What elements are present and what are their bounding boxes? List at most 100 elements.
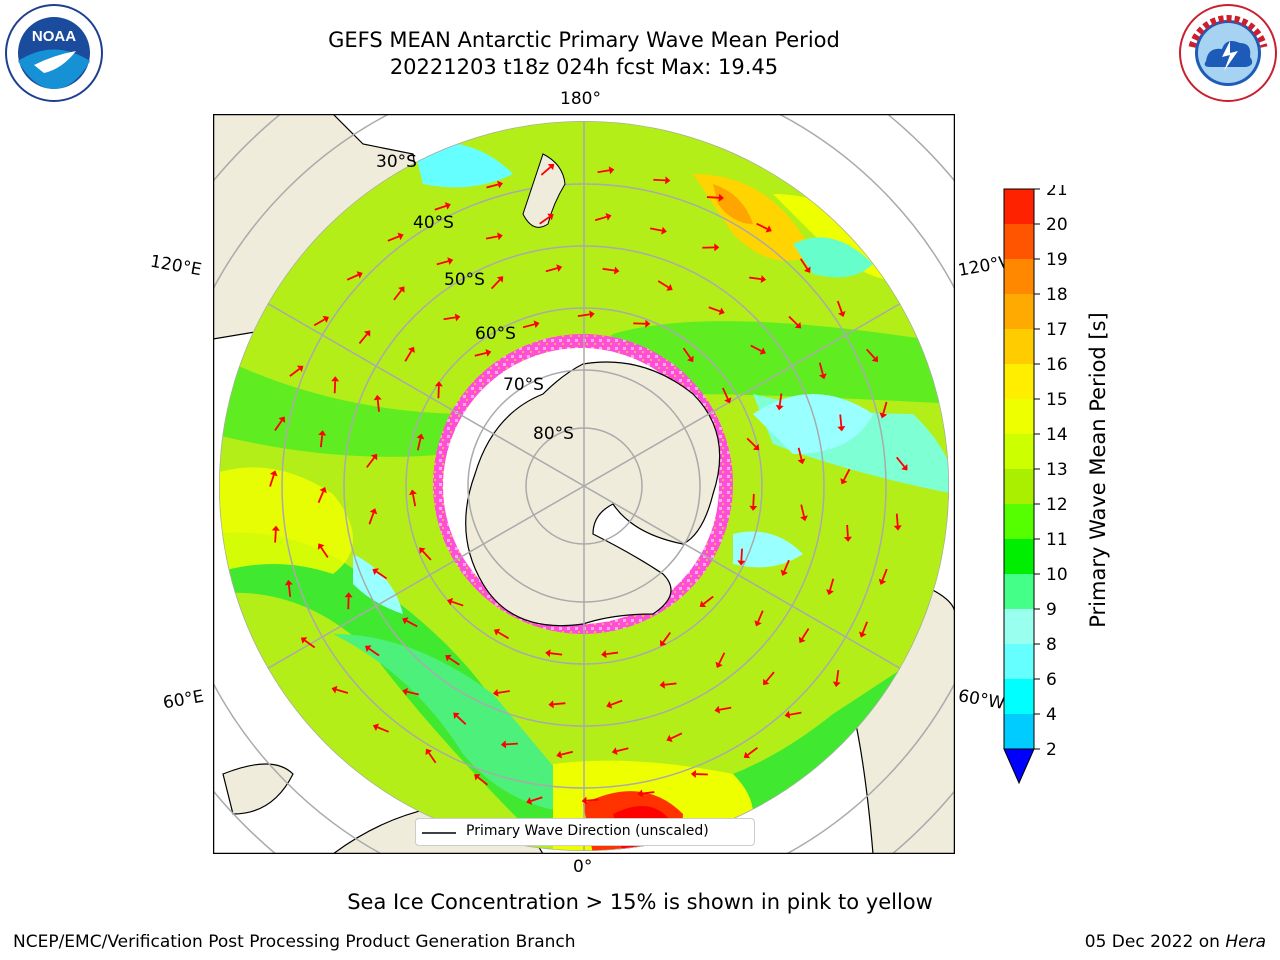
wave-arrow-head xyxy=(296,365,304,373)
wave-arrow xyxy=(881,568,888,581)
wave-arrow-head xyxy=(317,543,325,550)
wave-arrow xyxy=(757,610,764,623)
wave-arrow xyxy=(610,699,623,706)
colorbar-tick-label: 20 xyxy=(1046,215,1068,235)
wave-arrow-head xyxy=(589,310,595,319)
wave-arrow-head xyxy=(871,355,879,362)
wave-arrow xyxy=(718,652,726,664)
wave-arrow-head xyxy=(372,723,380,731)
wave-arrow-head xyxy=(474,774,481,781)
wave-arrow xyxy=(789,711,802,716)
wave-arrow-head xyxy=(687,355,694,363)
wave-arrow-head xyxy=(718,193,724,202)
wave-arrow-head xyxy=(372,568,379,576)
wave-arrow xyxy=(722,387,729,400)
wave-arrow xyxy=(412,494,417,507)
legend-label: Primary Wave Direction (unscaled) xyxy=(466,823,709,839)
wave-arrow-head xyxy=(659,680,665,689)
wave-arrow xyxy=(404,350,413,362)
wave-arrow-head xyxy=(661,226,667,235)
wave-arrow xyxy=(706,196,719,199)
wave-arrow xyxy=(586,798,599,802)
wave-arrow-head xyxy=(714,705,721,714)
wave-arrow-head xyxy=(760,275,767,284)
wave-arrow xyxy=(553,702,566,706)
wave-arrow-head xyxy=(715,661,723,669)
colorbar-segment xyxy=(1004,539,1034,574)
wave-arrow xyxy=(320,547,329,558)
wave-arrow-head xyxy=(526,797,533,805)
wave-arrow xyxy=(406,690,419,696)
wave-arrow xyxy=(664,682,677,686)
wave-arrow-head xyxy=(714,243,720,252)
wave-arrow-head xyxy=(547,163,555,171)
wave-arrow xyxy=(443,316,456,321)
wave-arrow xyxy=(800,504,805,517)
colorbar-segment xyxy=(1004,609,1034,644)
wave-arrow-head xyxy=(398,286,405,293)
producer-credit: NCEP/EMC/Verification Post Processing Pr… xyxy=(13,932,576,952)
wave-arrow-head xyxy=(611,747,618,756)
wave-arrow-head xyxy=(269,470,278,477)
wave-arrow-head xyxy=(606,701,613,709)
wave-arrow xyxy=(485,235,499,240)
colorbar-segment xyxy=(1004,329,1034,364)
plot-title: GEFS MEAN Antarctic Primary Wave Mean Pe… xyxy=(328,28,840,52)
wave-arrow xyxy=(895,513,899,526)
wave-arrow xyxy=(650,227,663,232)
wave-arrow xyxy=(421,550,432,561)
wave-arrow-head xyxy=(445,654,452,662)
wave-direction-arrows xyxy=(269,163,908,805)
wave-arrow-head xyxy=(434,381,443,387)
wave-arrow xyxy=(560,750,574,756)
colorbar-label: Primary Wave Mean Period [s] xyxy=(1086,312,1110,628)
wave-arrow xyxy=(657,280,669,289)
wave-arrow xyxy=(368,512,375,525)
wave-arrow-head xyxy=(837,426,846,432)
colorbar-tick-label: 17 xyxy=(1046,320,1068,340)
wave-arrow-head xyxy=(369,508,378,515)
colorbar-segment xyxy=(1004,469,1034,504)
colorbar-segment xyxy=(1004,189,1034,224)
wave-arrow-head xyxy=(858,631,867,638)
land-antarctica xyxy=(465,361,721,627)
wave-arrow xyxy=(289,368,300,377)
colorbar-tick-label: 19 xyxy=(1046,250,1068,270)
wave-arrow-head xyxy=(749,505,758,511)
wave-arrow-head xyxy=(409,489,417,496)
wave-arrow xyxy=(346,274,359,281)
wave-arrow-head xyxy=(780,569,788,576)
wave-arrow-head xyxy=(497,180,503,189)
wave-arrow xyxy=(606,651,619,655)
wave-arrow-head xyxy=(447,597,454,606)
wave-arrow xyxy=(274,530,277,543)
wave-arrow xyxy=(797,447,803,460)
lon-label-120e: 120°E xyxy=(148,251,204,281)
wave-arrow-head xyxy=(331,376,340,382)
wave-arrow xyxy=(313,318,326,327)
wave-arrow-head xyxy=(447,257,454,266)
wave-arrow xyxy=(765,671,775,682)
colorbar-tick-label: 4 xyxy=(1046,705,1057,725)
colorbar-tick-label: 14 xyxy=(1046,425,1068,445)
wave-arrow xyxy=(368,647,380,657)
wave-arrow xyxy=(783,559,790,572)
wave-arrow-head xyxy=(453,712,460,719)
wave-arrow-head xyxy=(547,213,554,221)
colorbar-tick-label: 18 xyxy=(1046,285,1068,305)
wave-arrow-head xyxy=(344,592,353,598)
wave-arrow xyxy=(818,362,824,375)
wave-arrow xyxy=(749,276,762,280)
wave-arrow-head xyxy=(407,346,415,354)
colorbar-tick-label: 13 xyxy=(1046,460,1068,480)
wave-arrow xyxy=(416,438,422,451)
lat-label-60s: 60°S xyxy=(475,324,516,344)
lat-label-80s: 80°S xyxy=(533,424,574,444)
wave-arrow xyxy=(839,414,843,427)
wave-arrow xyxy=(577,313,590,318)
lon-label-0: 0° xyxy=(573,857,593,877)
wave-arrow-head xyxy=(784,710,791,719)
wave-arrow-head xyxy=(765,225,772,233)
wave-arrow-head xyxy=(843,536,852,542)
wave-arrow-head xyxy=(416,433,425,440)
